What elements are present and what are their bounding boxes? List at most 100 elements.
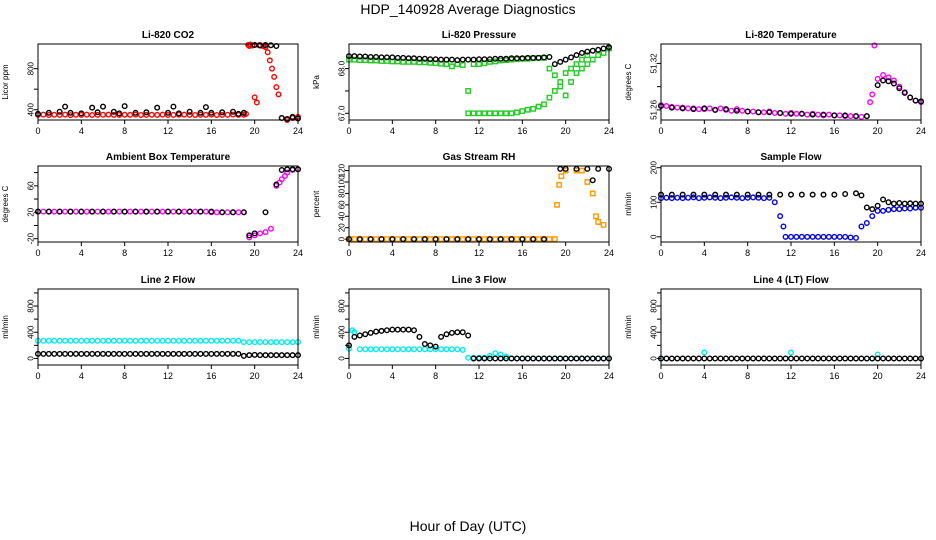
data-point xyxy=(486,355,493,362)
x-tick-label: 24 xyxy=(293,126,303,136)
data-point xyxy=(78,208,85,215)
data-point xyxy=(847,355,854,362)
y-tick-label: 120 xyxy=(338,163,347,177)
data-point xyxy=(890,77,897,84)
data-point xyxy=(815,233,822,240)
data-point xyxy=(701,349,708,356)
data-point xyxy=(284,339,291,346)
data-point xyxy=(557,83,564,90)
data-point xyxy=(154,111,161,118)
data-point xyxy=(273,181,280,188)
data-point xyxy=(148,350,155,357)
data-point xyxy=(530,54,537,61)
data-point xyxy=(755,355,762,362)
series xyxy=(346,167,607,243)
data-point xyxy=(777,191,784,198)
chart-panel: Sample Flow ml/min 0 4 8 12 16 20 24 0 100 200 xyxy=(624,152,926,258)
data-point xyxy=(820,355,827,362)
data-point xyxy=(154,337,161,344)
data-point xyxy=(600,221,607,228)
data-point xyxy=(744,108,751,115)
data-point xyxy=(289,113,296,120)
y-tick-label: 0 xyxy=(338,356,347,361)
data-point xyxy=(712,355,719,362)
data-point xyxy=(164,208,171,215)
data-point xyxy=(519,55,526,62)
data-point xyxy=(170,208,177,215)
x-tick-label: 0 xyxy=(658,126,663,136)
data-point xyxy=(492,110,499,117)
data-point xyxy=(459,236,466,243)
data-point xyxy=(780,223,787,230)
data-point xyxy=(562,92,569,99)
chart-title: Line 4 (LT) Flow xyxy=(753,275,829,286)
data-point xyxy=(67,337,74,344)
x-tick-label: 4 xyxy=(79,248,84,258)
x-tick-label: 0 xyxy=(35,126,40,136)
data-point xyxy=(62,208,69,215)
data-point xyxy=(825,355,832,362)
data-point xyxy=(912,97,919,104)
data-point xyxy=(443,346,450,353)
data-point xyxy=(668,195,675,202)
data-point xyxy=(208,208,215,215)
x-tick-label: 20 xyxy=(561,248,571,258)
data-point xyxy=(514,236,520,243)
data-point xyxy=(202,337,209,344)
data-point xyxy=(373,236,379,243)
y-tick-label: 800 xyxy=(27,299,36,313)
chart-ylabel: ml/min xyxy=(624,192,633,216)
data-point xyxy=(706,355,713,362)
chart-panel: Gas Stream RH percent 0 4 8 12 16 20 24 0 20 40 60 80… xyxy=(312,152,614,258)
data-point xyxy=(262,339,269,346)
x-tick-label: 20 xyxy=(250,248,260,258)
data-point xyxy=(110,337,117,344)
x-tick-label: 24 xyxy=(916,126,926,136)
data-point xyxy=(438,346,445,353)
data-point xyxy=(384,58,390,64)
data-point xyxy=(389,236,396,243)
data-point xyxy=(771,355,778,362)
data-point xyxy=(411,58,417,65)
data-point xyxy=(421,55,428,62)
data-point xyxy=(219,350,226,357)
data-point xyxy=(45,337,52,344)
data-point xyxy=(869,206,876,213)
data-point xyxy=(121,350,128,357)
data-point xyxy=(164,111,171,118)
data-point xyxy=(121,208,128,215)
data-point xyxy=(554,201,560,208)
data-point xyxy=(351,53,358,60)
data-point xyxy=(378,346,385,353)
data-point xyxy=(690,191,697,198)
data-point xyxy=(83,337,90,344)
data-point xyxy=(62,337,69,344)
data-point xyxy=(432,346,439,353)
data-point xyxy=(470,110,477,117)
data-point xyxy=(880,355,887,362)
data-point xyxy=(728,355,735,362)
data-point xyxy=(782,233,789,240)
plot-frame xyxy=(348,288,610,366)
x-tick-label: 0 xyxy=(658,248,663,258)
data-point xyxy=(116,208,123,215)
data-point xyxy=(535,54,542,61)
x-tick-label: 16 xyxy=(517,248,527,258)
data-point xyxy=(519,236,526,243)
data-point xyxy=(481,56,488,63)
chart-ylabel: ml/min xyxy=(624,315,633,339)
y-tick-label: 800 xyxy=(27,61,36,75)
x-tick-label: 8 xyxy=(745,371,750,381)
x-tick-label: 4 xyxy=(702,371,707,381)
data-point xyxy=(40,208,47,215)
data-point xyxy=(798,355,805,362)
data-point xyxy=(793,110,800,117)
x-tick-label: 12 xyxy=(786,248,796,258)
data-point xyxy=(508,110,515,117)
data-point xyxy=(486,58,493,65)
data-point xyxy=(831,191,838,198)
data-point xyxy=(842,112,849,119)
data-point xyxy=(89,111,96,118)
x-tick-label: 8 xyxy=(745,248,750,258)
data-point xyxy=(262,352,269,359)
